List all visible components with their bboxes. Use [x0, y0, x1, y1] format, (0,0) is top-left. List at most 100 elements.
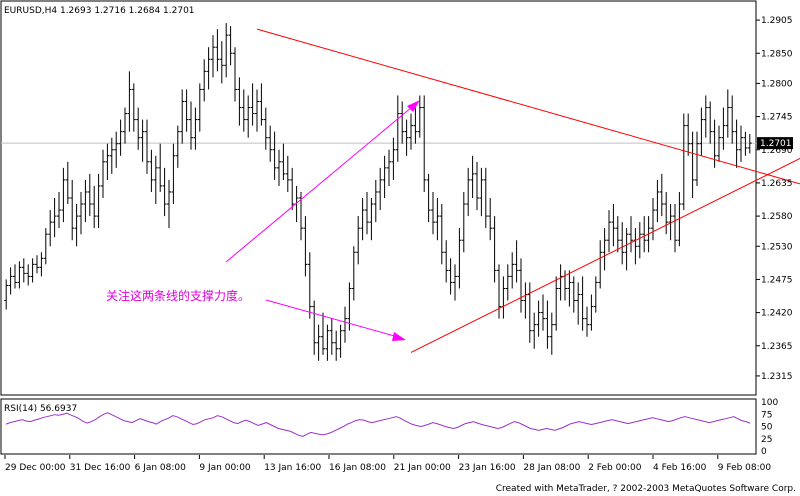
price-bar [96, 173, 101, 229]
price-bar [400, 101, 405, 144]
price-bar [382, 155, 387, 198]
price-bar [158, 143, 163, 192]
price-bar [365, 191, 369, 235]
price-bar [475, 161, 479, 211]
price-bar [52, 198, 57, 238]
price-bar [329, 318, 334, 355]
price-bar [681, 113, 686, 211]
price-bar [708, 101, 713, 144]
price-bar [664, 191, 669, 235]
price-bar [545, 300, 550, 349]
price-bar [492, 216, 497, 283]
time-axis: 29 Dec 00:00 31 Dec 16:00 6 Jan 08:00 9 Jan… [4, 455, 771, 473]
price-bar [255, 89, 259, 132]
price-bar [351, 246, 356, 301]
price-bar [739, 125, 743, 162]
current-price-label: 1.2701 [760, 139, 792, 149]
price-bar [686, 113, 691, 156]
price-bar [519, 258, 523, 313]
price-bar [387, 149, 391, 186]
rsi-line [5, 412, 751, 437]
price-tick-label: 1.2365 [761, 342, 793, 352]
price-bar [620, 222, 625, 265]
price-bar [206, 47, 211, 90]
price-bar [409, 113, 413, 150]
price-bar [184, 89, 189, 132]
price-bar [219, 41, 224, 84]
price-bar [576, 282, 581, 325]
price-bar [439, 204, 444, 265]
footer-credit: Created with MetaTrader, ? 2002-2003 Met… [496, 484, 796, 494]
price-bar [268, 125, 273, 162]
price-bar [285, 155, 290, 192]
rsi-indicator: 100 75 50 25 0 [5, 398, 778, 457]
time-tick-label: 29 Dec 00:00 [5, 463, 66, 473]
price-bar [734, 119, 739, 168]
resistance-line [256, 28, 800, 185]
time-tick-label: 23 Jan 16:00 [459, 463, 516, 473]
price-bar [554, 276, 559, 331]
price-bar [8, 267, 13, 295]
price-bar [673, 204, 677, 253]
price-bar [567, 270, 572, 307]
price-bar [571, 276, 576, 313]
price-bar [461, 191, 466, 253]
arrow-upper [225, 106, 413, 263]
price-tick-label: 1.2850 [761, 49, 793, 59]
price-bar [303, 216, 308, 277]
price-bar [193, 107, 198, 150]
time-tick-label: 16 Jan 08:00 [329, 463, 386, 473]
price-bar [413, 107, 418, 144]
price-bar [74, 204, 79, 247]
price-bar [57, 191, 61, 229]
price-bar [250, 83, 255, 126]
price-axis: 1.2905 1.2850 1.2800 1.2745 1.2690 1.2635 1.25… [756, 16, 793, 382]
price-bar [347, 282, 352, 331]
price-bar [290, 167, 295, 211]
price-bar [101, 149, 105, 198]
rsi-level-label: 0 [761, 447, 767, 457]
time-tick-label: 9 Jan 00:00 [199, 463, 251, 473]
price-bar [651, 198, 655, 241]
price-bar [70, 179, 75, 241]
price-bar [237, 77, 242, 126]
price-bar [17, 261, 22, 289]
price-bar [730, 95, 735, 144]
price-bar [536, 300, 541, 337]
price-bar [725, 89, 730, 138]
price-bar [61, 167, 66, 223]
price-bar [470, 155, 475, 198]
price-bar [171, 143, 176, 205]
price-bar [26, 264, 31, 286]
price-bar [589, 294, 594, 331]
price-bar [717, 125, 721, 162]
price-bar [211, 35, 215, 78]
price-bar [43, 228, 48, 265]
price-bar [307, 252, 312, 319]
price-bar [241, 89, 246, 132]
price-bar [39, 252, 44, 277]
price-bar [395, 95, 400, 162]
price-bar [743, 131, 748, 156]
price-bar [721, 107, 726, 150]
price-bar [153, 155, 158, 205]
price-bar [131, 83, 136, 132]
price-bar [175, 125, 180, 168]
price-bar [457, 228, 462, 289]
price-bar [105, 143, 110, 180]
price-bar [404, 119, 409, 156]
price-bar [65, 161, 70, 205]
price-bar [180, 89, 185, 144]
price-bar [167, 179, 171, 229]
chart-header: EURUSD,H4 1.2693 1.2716 1.2684 1.2701 [4, 6, 195, 16]
current-price-box [757, 137, 793, 150]
rsi-label: RSI(14) 56.6937 [4, 404, 77, 414]
price-bar [224, 23, 229, 78]
price-bar [334, 330, 339, 361]
price-bar [378, 167, 383, 211]
price-bar [123, 107, 127, 144]
price-bar [435, 198, 440, 241]
price-bar [549, 312, 554, 355]
price-bar [444, 240, 449, 283]
